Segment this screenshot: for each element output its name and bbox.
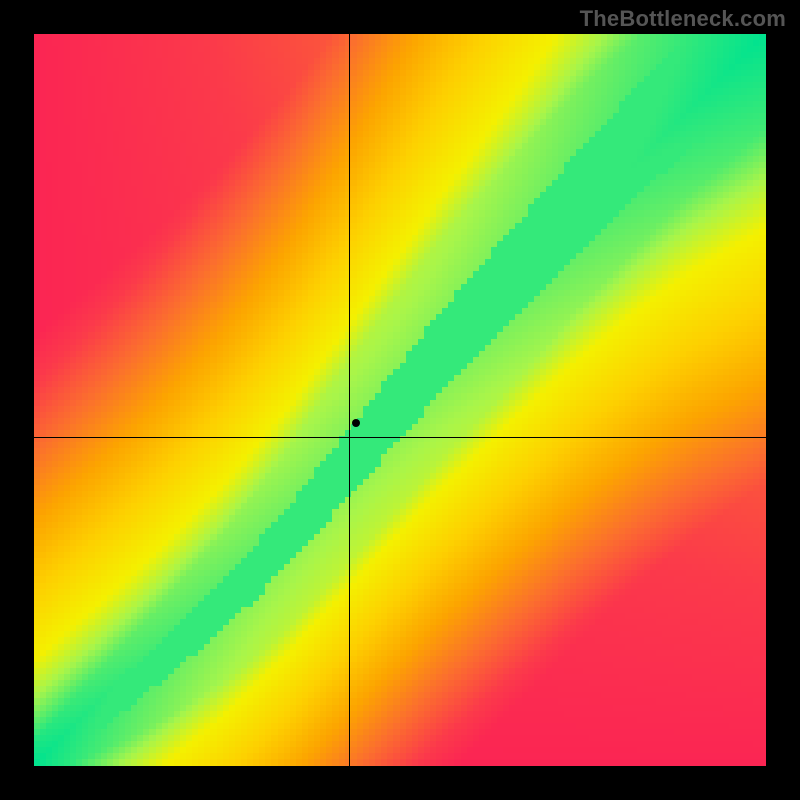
crosshair-horizontal xyxy=(34,437,766,438)
plot-area xyxy=(34,34,766,766)
data-point-marker xyxy=(352,419,360,427)
watermark-text: TheBottleneck.com xyxy=(580,6,786,32)
crosshair-vertical xyxy=(349,34,350,766)
heatmap-canvas xyxy=(34,34,766,766)
page-root: TheBottleneck.com xyxy=(0,0,800,800)
